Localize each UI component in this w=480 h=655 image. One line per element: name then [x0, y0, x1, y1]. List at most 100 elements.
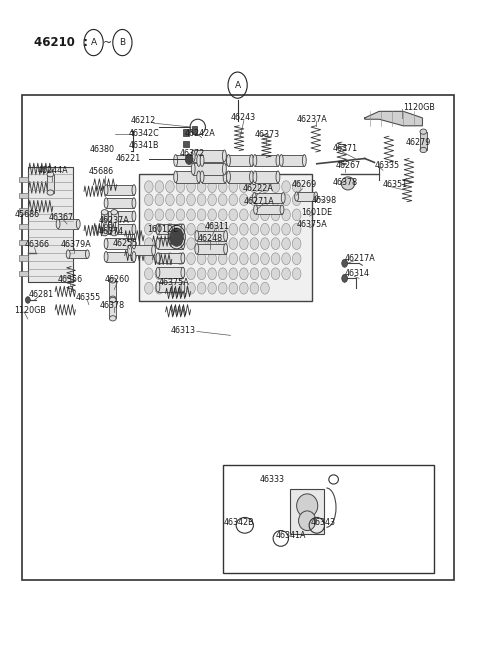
Ellipse shape [155, 223, 164, 235]
Ellipse shape [314, 192, 318, 201]
Ellipse shape [261, 223, 269, 235]
Ellipse shape [56, 219, 60, 229]
Ellipse shape [197, 209, 206, 221]
Bar [254, 193, 283, 203]
Ellipse shape [176, 181, 185, 193]
Ellipse shape [208, 238, 216, 250]
Text: 46212: 46212 [131, 116, 156, 125]
Ellipse shape [109, 296, 116, 301]
Ellipse shape [271, 238, 280, 250]
Ellipse shape [166, 238, 174, 250]
Ellipse shape [261, 194, 269, 206]
Ellipse shape [229, 238, 238, 250]
Text: 46366: 46366 [25, 240, 50, 250]
Ellipse shape [271, 209, 280, 221]
Ellipse shape [250, 181, 259, 193]
Ellipse shape [218, 209, 227, 221]
Ellipse shape [282, 238, 290, 250]
Bar [255, 155, 278, 166]
Ellipse shape [229, 181, 238, 193]
Ellipse shape [187, 181, 195, 193]
Text: 46378: 46378 [100, 301, 125, 310]
Ellipse shape [166, 223, 174, 235]
Bar [109, 280, 116, 299]
Ellipse shape [144, 268, 153, 280]
Ellipse shape [218, 253, 227, 265]
Ellipse shape [250, 268, 259, 280]
Ellipse shape [292, 268, 301, 280]
Ellipse shape [181, 267, 185, 278]
Ellipse shape [208, 268, 216, 280]
Ellipse shape [282, 253, 290, 265]
Ellipse shape [250, 209, 259, 221]
Bar [19, 240, 28, 245]
Bar [197, 244, 226, 254]
Ellipse shape [240, 253, 248, 265]
Ellipse shape [240, 268, 248, 280]
Ellipse shape [47, 172, 54, 177]
Circle shape [185, 154, 193, 164]
Ellipse shape [218, 282, 227, 294]
Text: 45686: 45686 [88, 167, 113, 176]
Bar [130, 245, 154, 255]
Ellipse shape [261, 209, 269, 221]
Text: 46260: 46260 [105, 274, 130, 284]
Bar [19, 255, 28, 261]
Ellipse shape [250, 238, 259, 250]
Ellipse shape [181, 282, 185, 292]
Ellipse shape [282, 194, 290, 206]
Ellipse shape [218, 268, 227, 280]
Text: 46372: 46372 [180, 149, 205, 159]
Ellipse shape [197, 181, 206, 193]
Text: 46379A: 46379A [60, 240, 91, 250]
Ellipse shape [250, 171, 253, 183]
Ellipse shape [261, 238, 269, 250]
Ellipse shape [187, 253, 195, 265]
Ellipse shape [282, 268, 290, 280]
Ellipse shape [420, 147, 427, 153]
Ellipse shape [276, 171, 280, 183]
Text: 46217A: 46217A [345, 253, 375, 263]
Bar [158, 282, 183, 292]
Bar [297, 192, 316, 201]
Ellipse shape [197, 253, 206, 265]
Ellipse shape [166, 181, 174, 193]
Ellipse shape [166, 268, 174, 280]
Circle shape [170, 228, 183, 246]
Bar [106, 211, 134, 221]
Text: 46311: 46311 [204, 222, 229, 231]
Ellipse shape [240, 209, 248, 221]
Ellipse shape [292, 181, 301, 193]
Bar [255, 171, 278, 183]
Ellipse shape [156, 282, 160, 292]
Text: 46243: 46243 [230, 113, 255, 122]
Bar [202, 171, 225, 183]
Circle shape [342, 259, 348, 267]
Text: 46374: 46374 [99, 227, 124, 236]
Ellipse shape [420, 129, 427, 134]
Text: 46373: 46373 [254, 130, 279, 140]
Text: B: B [120, 38, 125, 47]
Ellipse shape [240, 181, 248, 193]
Circle shape [342, 274, 348, 282]
Ellipse shape [208, 209, 216, 221]
Ellipse shape [104, 252, 108, 262]
Ellipse shape [227, 155, 230, 166]
Text: 46341B: 46341B [129, 141, 159, 150]
Bar [193, 163, 224, 175]
Bar [176, 171, 199, 183]
Ellipse shape [197, 223, 206, 235]
Ellipse shape [197, 282, 206, 294]
Bar [228, 155, 252, 166]
Ellipse shape [111, 231, 118, 236]
Ellipse shape [197, 155, 201, 166]
Ellipse shape [271, 194, 280, 206]
Ellipse shape [111, 210, 118, 215]
Ellipse shape [271, 253, 280, 265]
Text: 46255: 46255 [113, 239, 138, 248]
Ellipse shape [200, 155, 204, 166]
Bar [158, 238, 183, 249]
Ellipse shape [271, 223, 280, 235]
Ellipse shape [156, 238, 160, 249]
Ellipse shape [155, 282, 164, 294]
